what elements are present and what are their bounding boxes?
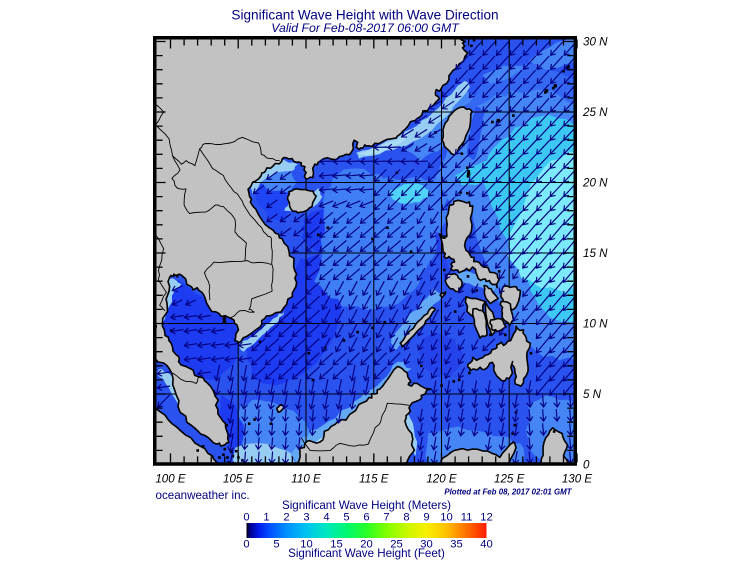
svg-text:Valid For Feb-08-2017 06:00 GM: Valid For Feb-08-2017 06:00 GMT [271, 21, 460, 35]
svg-text:Significant Wave Height (Feet): Significant Wave Height (Feet) [288, 547, 445, 560]
svg-text:130 E: 130 E [562, 473, 593, 486]
svg-text:105 E: 105 E [223, 473, 254, 486]
svg-text:12: 12 [480, 511, 492, 523]
svg-text:20: 20 [360, 538, 372, 550]
svg-text:Plotted at Feb 08, 2017 02:01: Plotted at Feb 08, 2017 02:01 GMT [444, 488, 572, 497]
svg-text:1: 1 [263, 511, 269, 523]
svg-text:35: 35 [450, 538, 462, 550]
svg-text:0: 0 [243, 538, 249, 550]
svg-text:100 E: 100 E [155, 473, 186, 486]
svg-text:6: 6 [363, 511, 369, 523]
svg-text:oceanweather inc.: oceanweather inc. [156, 489, 250, 502]
svg-text:7: 7 [383, 511, 389, 523]
svg-text:40: 40 [480, 538, 492, 550]
svg-text:5: 5 [343, 511, 349, 523]
svg-text:25 N: 25 N [582, 106, 608, 119]
svg-text:10: 10 [440, 511, 452, 523]
svg-text:30: 30 [420, 538, 432, 550]
svg-text:15 N: 15 N [583, 247, 608, 260]
svg-text:0: 0 [583, 459, 590, 472]
svg-text:5 N: 5 N [583, 388, 602, 401]
svg-text:0: 0 [243, 511, 249, 523]
svg-text:120 E: 120 E [426, 473, 457, 486]
svg-text:110 E: 110 E [291, 473, 321, 486]
svg-text:25: 25 [390, 538, 402, 550]
svg-text:8: 8 [403, 511, 409, 523]
svg-text:4: 4 [323, 511, 329, 523]
svg-text:125 E: 125 E [494, 473, 525, 486]
svg-text:10 N: 10 N [583, 318, 608, 331]
svg-text:2: 2 [283, 511, 289, 523]
svg-text:15: 15 [330, 538, 342, 550]
svg-text:Significant Wave Height with W: Significant Wave Height with Wave Direct… [231, 8, 498, 23]
svg-text:3: 3 [303, 511, 309, 523]
svg-text:115 E: 115 E [359, 473, 389, 486]
svg-text:9: 9 [423, 511, 429, 523]
svg-text:30 N: 30 N [583, 36, 608, 49]
svg-text:11: 11 [461, 511, 473, 523]
svg-text:5: 5 [273, 538, 279, 550]
svg-text:10: 10 [300, 538, 312, 550]
svg-text:Significant Wave Height (Meter: Significant Wave Height (Meters) [282, 499, 451, 512]
svg-text:20 N: 20 N [582, 177, 608, 190]
